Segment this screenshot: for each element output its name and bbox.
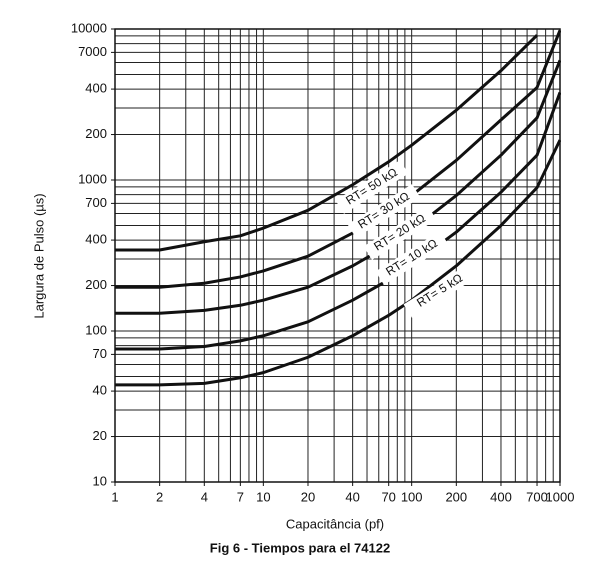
- curve: [115, 29, 561, 289]
- x-tick-label: 400: [490, 489, 512, 504]
- curve-label: RT= 5 kΩ: [414, 271, 465, 310]
- y-tick-label: 40: [93, 383, 107, 398]
- plot-frame: [114, 28, 561, 483]
- x-tick-label: 20: [301, 489, 315, 504]
- x-tick-label: 1000: [546, 489, 575, 504]
- curve: [115, 139, 561, 387]
- x-tick-label: 70: [381, 489, 395, 504]
- y-tick-label: 7000: [78, 44, 107, 59]
- y-tick-label: 200: [85, 126, 107, 141]
- y-tick-label: 70: [93, 346, 107, 361]
- curve: [115, 59, 561, 315]
- y-tick-label: 200: [85, 277, 107, 292]
- curve-label-bg: [375, 231, 449, 285]
- curve: [115, 91, 561, 351]
- curve-label-bg: [335, 160, 409, 214]
- x-tick-label: 7: [237, 489, 244, 504]
- curve: [115, 34, 539, 252]
- y-tick-label: 10000: [71, 20, 107, 35]
- x-axis-label: Capacitância (pf): [286, 516, 384, 531]
- y-tick-label: 20: [93, 428, 107, 443]
- y-tick-label: 100: [85, 322, 107, 337]
- x-tick-label: 10: [256, 489, 270, 504]
- caption: Fig 6 - Tiempos para el 74122: [210, 540, 390, 555]
- x-tick-label: 4: [201, 489, 208, 504]
- y-tick-label: 400: [85, 81, 107, 96]
- curve-label-bg: [403, 264, 477, 318]
- y-tick-label: 700: [85, 195, 107, 210]
- x-tick-label: 2: [156, 489, 163, 504]
- y-axis-label: Largura de Pulso (µs): [31, 193, 46, 318]
- plot-area: [115, 29, 561, 387]
- curve-label-bg: [347, 184, 421, 238]
- x-tick-label: 200: [445, 489, 467, 504]
- y-tick-label: 10: [93, 473, 107, 488]
- x-tick-label: 1: [111, 489, 118, 504]
- y-tick-label: 1000: [78, 171, 107, 186]
- x-tick-label: 700: [526, 489, 548, 504]
- y-tick-label: 400: [85, 232, 107, 247]
- x-tick-label: 40: [345, 489, 359, 504]
- x-tick-label: 100: [401, 489, 423, 504]
- curve-label-bg: [363, 206, 437, 260]
